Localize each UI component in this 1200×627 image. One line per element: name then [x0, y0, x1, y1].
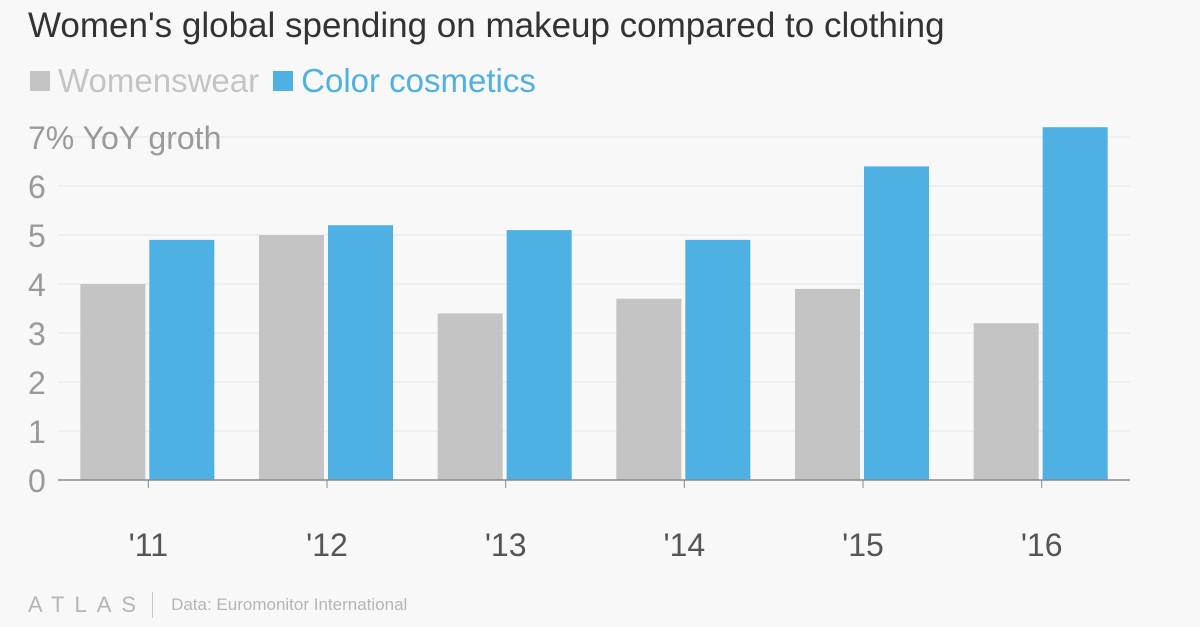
data-source: Data: Euromonitor International	[171, 595, 408, 614]
bar-womenswear	[973, 323, 1039, 480]
x-tick-label: '13	[485, 527, 527, 563]
bar-womenswear	[795, 288, 860, 480]
y-tick-label: 7% YoY groth	[28, 120, 221, 156]
bar-womenswear	[80, 284, 146, 480]
atlas-logo: ATLAS	[28, 592, 147, 617]
legend: Womenswear Color cosmetics	[30, 62, 550, 100]
legend-item-color-cosmetics: Color cosmetics	[273, 62, 536, 100]
legend-label-color-cosmetics: Color cosmetics	[301, 62, 536, 99]
bar-color-cosmetics	[1042, 127, 1108, 480]
legend-swatch-color-cosmetics	[273, 71, 294, 91]
y-tick-label: 4	[28, 267, 46, 303]
bar-womenswear	[616, 298, 682, 480]
y-tick-label: 6	[28, 169, 46, 205]
bar-womenswear	[437, 313, 503, 480]
bar-womenswear	[259, 235, 324, 480]
bar-color-cosmetics	[149, 239, 215, 480]
bar-color-cosmetics	[685, 239, 751, 480]
legend-label-womenswear: Womenswear	[58, 62, 260, 99]
footer: ATLAS Data: Euromonitor International	[28, 592, 407, 618]
x-tick-label: '16	[1021, 527, 1063, 563]
y-tick-label: 2	[28, 365, 46, 401]
x-tick-label: '12	[306, 527, 348, 563]
y-tick-label: 0	[28, 463, 46, 499]
legend-item-womenswear: Womenswear	[30, 62, 259, 100]
y-tick-label: 3	[28, 316, 46, 352]
x-tick-label: '14	[663, 527, 705, 563]
bar-color-cosmetics	[864, 166, 929, 480]
x-tick-label: '11	[129, 527, 168, 563]
footer-divider	[152, 592, 154, 618]
bar-color-cosmetics	[506, 230, 572, 480]
y-tick-label: 1	[28, 414, 46, 450]
x-tick-label: '15	[842, 527, 884, 563]
chart-title: Women's global spending on makeup compar…	[28, 6, 945, 45]
legend-swatch-womenswear	[30, 71, 50, 91]
bar-color-cosmetics	[328, 225, 393, 480]
y-tick-label: 5	[28, 218, 46, 254]
